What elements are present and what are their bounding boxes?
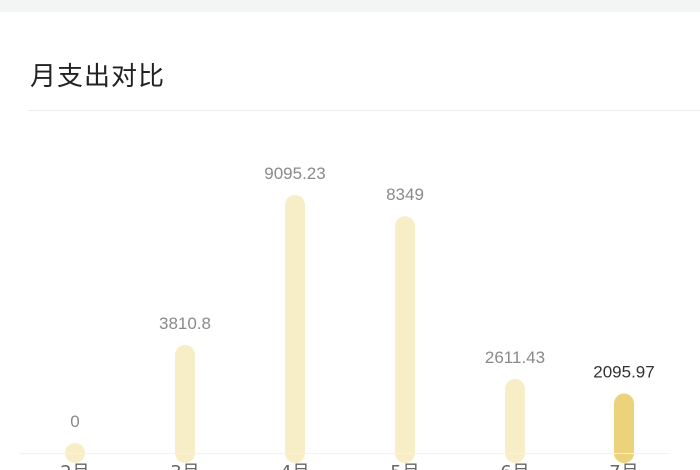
baseline — [20, 453, 670, 454]
category-label: 3月 — [170, 462, 199, 470]
bar-5月[interactable] — [395, 216, 415, 463]
bar-7月[interactable] — [614, 393, 634, 463]
value-label: 0 — [70, 412, 79, 431]
value-label: 3810.8 — [159, 314, 211, 333]
bar-6月[interactable] — [505, 378, 525, 463]
value-label: 2095.97 — [593, 363, 654, 382]
category-label: 5月 — [390, 462, 419, 470]
divider — [28, 110, 700, 111]
chart-title: 月支出对比 — [30, 62, 166, 92]
category-label: 2月 — [60, 462, 89, 470]
value-label: 8349 — [386, 185, 424, 204]
value-label: 2611.43 — [485, 348, 545, 367]
value-label: 9095.23 — [264, 164, 325, 183]
category-label: 6月 — [500, 462, 529, 470]
category-label: 4月 — [280, 462, 309, 470]
top-band — [0, 0, 700, 12]
category-label: 7月 — [609, 462, 638, 470]
bar-3月[interactable] — [175, 344, 195, 463]
bar-4月[interactable] — [285, 195, 305, 463]
